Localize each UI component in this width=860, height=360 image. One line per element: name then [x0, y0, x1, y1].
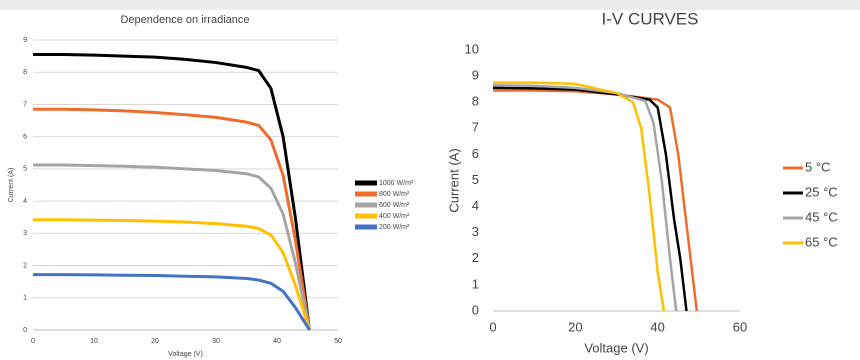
y-tick-label: 6 [472, 146, 479, 161]
legend-label: 200 W/m² [379, 224, 410, 231]
series-line [493, 81, 666, 312]
y-tick-label: 2 [23, 262, 27, 269]
series-line [33, 107, 311, 331]
series-line [492, 86, 688, 312]
y-tick-label: 7 [472, 120, 479, 135]
series-line [33, 218, 311, 331]
series-line [492, 83, 678, 312]
legend-label: 1000 W/m² [379, 180, 414, 187]
legend-label: 800 W/m² [379, 191, 410, 198]
chart-title: Dependence on irradiance [120, 14, 249, 26]
x-tick-label: 40 [650, 319, 664, 334]
x-tick-label: 20 [568, 319, 582, 334]
x-tick-label: 40 [273, 338, 281, 345]
series-line [33, 163, 311, 331]
legend-label: 5 °C [805, 159, 830, 174]
y-tick-label: 9 [23, 37, 27, 44]
y-tick-label: 0 [23, 327, 27, 334]
x-tick-label: 60 [733, 319, 747, 334]
y-tick-label: 4 [472, 198, 479, 213]
y-tick-label: 6 [23, 134, 27, 141]
x-tick-label: 10 [90, 338, 98, 345]
series-line [33, 53, 311, 331]
x-axis-label: Voltage (V) [584, 340, 648, 355]
y-tick-label: 7 [23, 101, 27, 108]
y-tick-label: 5 [23, 166, 27, 173]
x-tick-label: 0 [489, 319, 496, 334]
y-tick-label: 9 [472, 68, 479, 83]
legend-label: 65 °C [805, 234, 838, 249]
x-axis-label: Voltage (V) [168, 351, 203, 358]
y-tick-label: 3 [472, 224, 479, 239]
y-axis-label: Current (A) [8, 168, 15, 203]
y-tick-label: 0 [472, 302, 479, 317]
legend-label: 400 W/m² [379, 213, 410, 220]
top-band [0, 0, 860, 10]
x-tick-label: 30 [212, 338, 220, 345]
series-line [493, 89, 699, 312]
chart-title: I-V CURVES [602, 9, 699, 28]
y-axis-label: Current (A) [446, 148, 461, 212]
series-line [33, 273, 311, 331]
y-tick-label: 8 [23, 69, 27, 76]
y-tick-label: 4 [23, 198, 27, 205]
y-tick-label: 5 [472, 172, 479, 187]
legend-label: 600 W/m² [379, 202, 410, 209]
y-tick-label: 3 [23, 230, 27, 237]
y-tick-label: 1 [23, 295, 27, 302]
x-tick-label: 50 [334, 338, 342, 345]
x-tick-label: 0 [31, 338, 35, 345]
legend-label: 25 °C [805, 184, 838, 199]
y-tick-label: 10 [465, 41, 479, 56]
legend-label: 45 °C [805, 209, 838, 224]
y-tick-label: 1 [472, 276, 479, 291]
x-tick-label: 20 [151, 338, 159, 345]
y-tick-label: 8 [472, 94, 479, 109]
y-tick-label: 2 [472, 250, 479, 265]
